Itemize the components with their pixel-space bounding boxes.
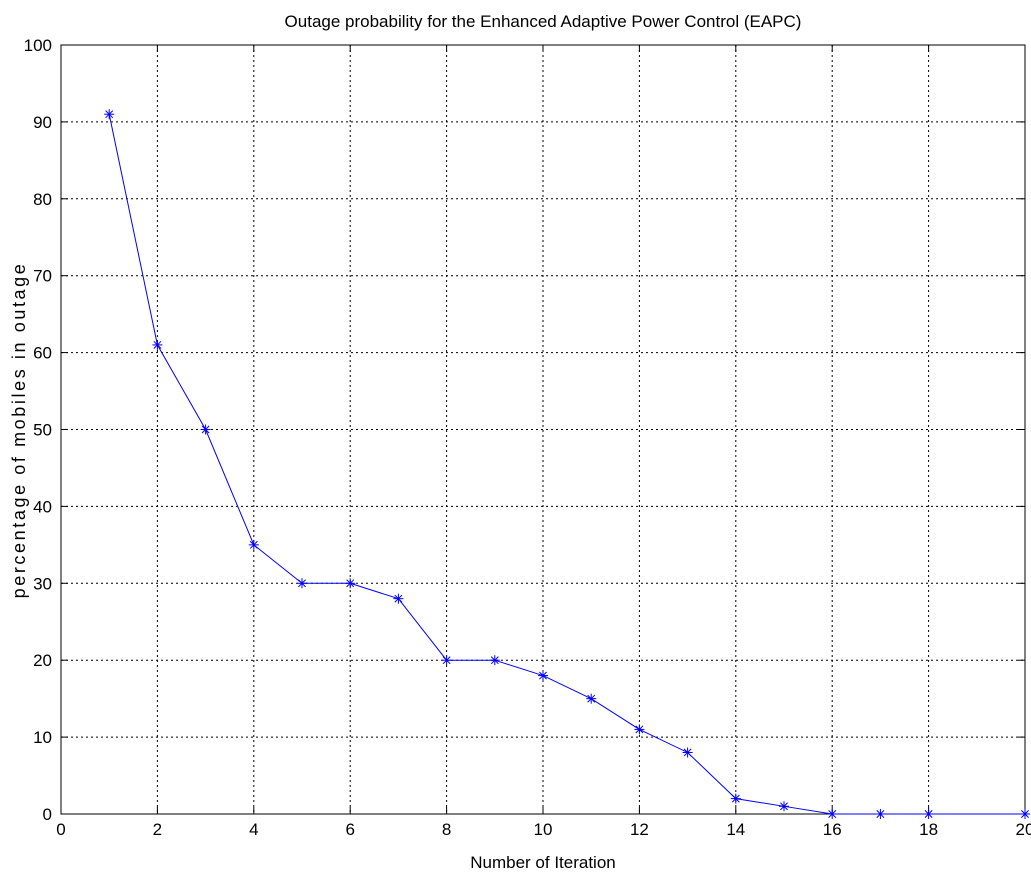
- x-tick-label: 16: [823, 820, 842, 839]
- data-point-marker: [489, 655, 500, 666]
- y-tick-label: 10: [33, 728, 52, 747]
- x-tick-label: 20: [1016, 820, 1031, 839]
- marker-stroke: [635, 725, 644, 734]
- x-axis-label: Number of Iteration: [470, 853, 616, 872]
- data-point-marker: [730, 793, 741, 804]
- y-tick-label: 40: [33, 497, 52, 516]
- y-tick-label: 30: [33, 574, 52, 593]
- data-point-marker: [297, 578, 307, 589]
- data-point-marker: [923, 809, 934, 819]
- series-layer: [104, 109, 1030, 819]
- data-point-marker: [104, 109, 115, 120]
- marker-stroke: [828, 810, 837, 818]
- y-tick-label: 90: [33, 113, 52, 132]
- marker-stroke: [1021, 810, 1029, 818]
- marker-stroke: [539, 671, 547, 680]
- data-point-marker: [441, 655, 452, 666]
- y-axis-label: percentage of mobiles in outage: [9, 262, 29, 599]
- marker-stroke: [876, 810, 885, 818]
- data-point-marker: [827, 809, 838, 819]
- marker-stroke: [394, 594, 403, 603]
- marker-stroke: [298, 579, 306, 588]
- x-tick-label: 0: [56, 820, 65, 839]
- data-point-marker: [1020, 809, 1030, 819]
- marker-stroke: [249, 540, 258, 549]
- x-tick-label: 8: [442, 820, 451, 839]
- data-point-marker: [538, 670, 548, 681]
- data-point-marker: [200, 424, 211, 435]
- x-tick-label: 2: [153, 820, 162, 839]
- marker-stroke: [442, 656, 451, 665]
- y-tick-label: 50: [33, 421, 52, 440]
- x-tick-label: 10: [534, 820, 553, 839]
- x-tick-label: 18: [919, 820, 938, 839]
- data-point-marker: [586, 693, 597, 704]
- axis-ticks: 0 2 4 6 8 10 12 14 16 18 20 0 10 20 30 40 50 60 70 80 90 100: [24, 36, 1031, 839]
- data-point-marker: [345, 578, 356, 589]
- marker-stroke: [780, 802, 788, 811]
- y-tick-label: 80: [33, 190, 52, 209]
- y-tick-label: 20: [33, 651, 52, 670]
- x-tick-label: 6: [345, 820, 354, 839]
- marker-stroke: [924, 810, 933, 818]
- data-point-marker: [682, 747, 693, 758]
- marker-stroke: [587, 694, 596, 703]
- data-point-marker: [779, 801, 789, 812]
- marker-stroke: [683, 748, 692, 757]
- marker-stroke: [490, 656, 499, 665]
- y-tick-label: 60: [33, 344, 52, 363]
- data-point-marker: [875, 809, 886, 819]
- chart-title: Outage probability for the Enhanced Adap…: [285, 12, 802, 31]
- marker-stroke: [153, 340, 162, 349]
- grid: [61, 45, 1025, 814]
- y-tick-label: 0: [43, 805, 52, 824]
- series-line: [108, 114, 1025, 815]
- marker-stroke: [346, 579, 355, 588]
- x-tick-label: 12: [630, 820, 649, 839]
- y-tick-label: 100: [24, 36, 52, 55]
- data-point-marker: [152, 339, 163, 350]
- marker-stroke: [105, 110, 114, 119]
- x-tick-label: 14: [726, 820, 745, 839]
- marker-stroke: [201, 425, 210, 434]
- data-point-marker: [393, 593, 404, 604]
- data-point-marker: [634, 724, 645, 735]
- data-point-marker: [248, 539, 259, 550]
- y-tick-label: 70: [33, 267, 52, 286]
- x-tick-label: 4: [249, 820, 258, 839]
- marker-stroke: [731, 794, 740, 803]
